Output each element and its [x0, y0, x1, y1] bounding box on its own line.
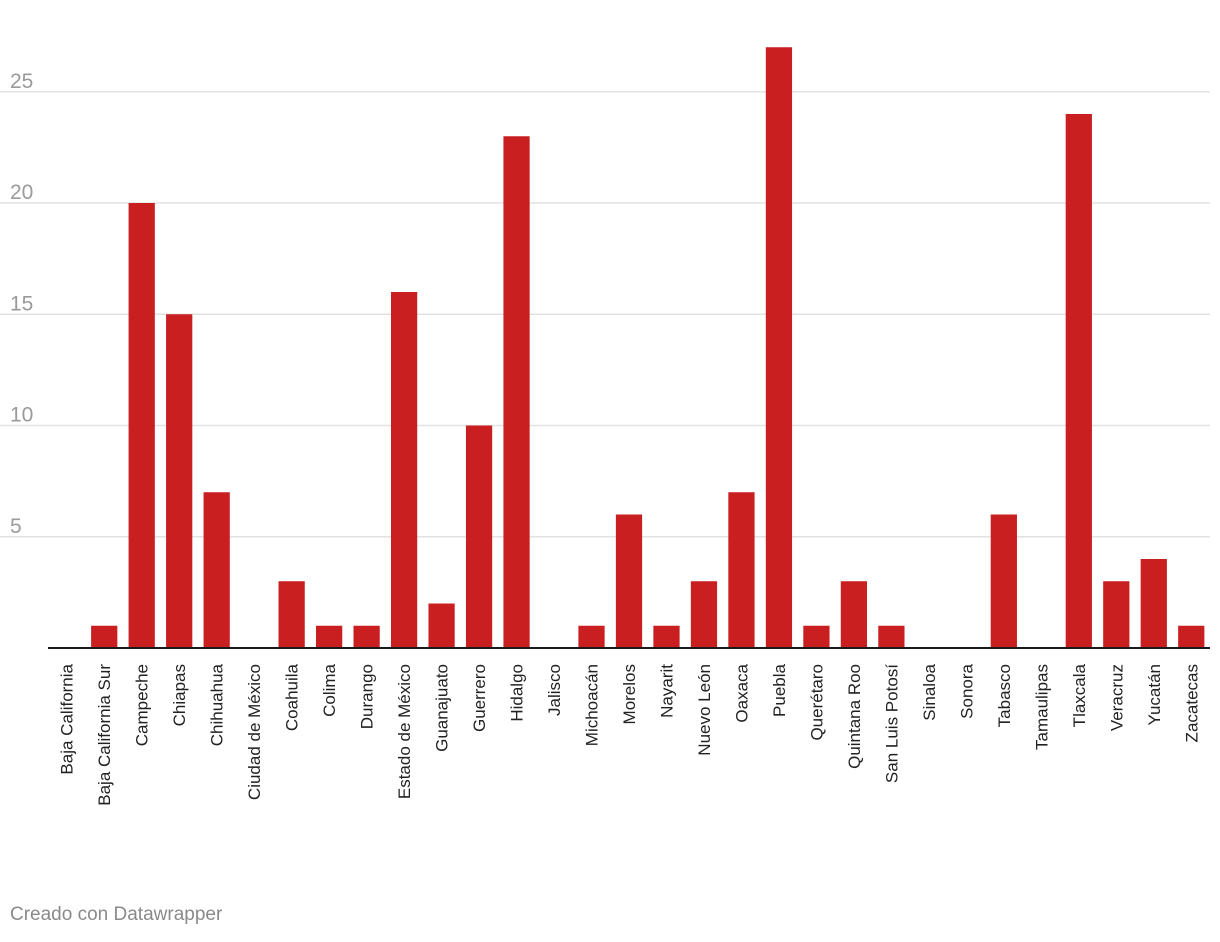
x-tick-label: Michoacán [583, 664, 602, 746]
bar [203, 492, 230, 648]
x-tick-label: Yucatán [1145, 664, 1164, 725]
x-tick-label: Baja California [58, 663, 77, 774]
x-tick-label: Nayarit [657, 664, 676, 718]
bar [1065, 114, 1092, 648]
x-tick-label: Sonora [957, 663, 976, 718]
x-tick-label: Coahuila [283, 663, 302, 731]
bar [653, 625, 680, 648]
x-tick-label: Quintana Roo [845, 664, 864, 769]
x-tick-label: Puebla [770, 663, 789, 716]
bar [390, 292, 418, 648]
y-tick-label: 15 [10, 292, 33, 315]
bar [578, 625, 605, 648]
bar [353, 625, 380, 648]
x-tick-label: Chiapas [170, 664, 189, 726]
x-tick-label: Nuevo León [695, 664, 714, 756]
y-tick-label: 25 [10, 70, 33, 93]
x-tick-label: Ciudad de México [245, 664, 264, 800]
x-tick-label: Hidalgo [508, 664, 527, 722]
x-tick-label: Tabasco [995, 664, 1014, 727]
bar [615, 514, 643, 648]
x-tick-label: Oaxaca [732, 663, 751, 722]
x-tick-label: Durango [358, 664, 377, 729]
bar [166, 314, 193, 648]
x-tick-label: Sinaloa [920, 663, 939, 720]
x-tick-label: Jalisco [545, 664, 564, 716]
bar [878, 625, 905, 648]
bar [128, 203, 155, 648]
bar [503, 136, 530, 648]
bars [91, 47, 1205, 648]
bar [278, 581, 305, 648]
bar [316, 625, 343, 648]
x-tick-label: Veracruz [1107, 664, 1126, 731]
datawrapper-credit: Creado con Datawrapper [10, 904, 223, 925]
bar [465, 425, 493, 648]
bar [803, 625, 830, 648]
x-tick-label: San Luis Potosí [882, 664, 901, 783]
x-tick-label: Guerrero [470, 664, 489, 732]
x-tick-label: Estado de México [395, 664, 414, 799]
bar [728, 492, 755, 648]
y-tick-label: 10 [10, 404, 33, 427]
bar [990, 514, 1017, 648]
x-axis-ticks: Baja California Baja California Sur Campec… [58, 663, 1202, 805]
bar [428, 603, 455, 648]
x-tick-label: Tlaxcala [1070, 663, 1089, 727]
x-tick-label: Zacatecas [1182, 664, 1201, 742]
bar [1178, 625, 1205, 648]
y-tick-label: 20 [10, 181, 33, 204]
bar [1140, 559, 1167, 648]
bar [1103, 581, 1130, 648]
x-tick-label: Morelos [620, 664, 639, 724]
x-tick-label: Tamaulipas [1032, 664, 1051, 750]
bar [690, 581, 718, 648]
bar [91, 625, 118, 648]
bar [765, 47, 793, 648]
x-tick-label: Baja California Sur [95, 664, 114, 806]
x-tick-label: Campeche [133, 664, 152, 746]
x-tick-label: Guanajuato [433, 664, 452, 752]
x-tick-label: Colima [320, 663, 339, 716]
bar [840, 581, 868, 648]
x-tick-label: Chihuahua [208, 663, 227, 746]
y-tick-label: 5 [10, 515, 22, 538]
x-tick-label: Querétaro [807, 664, 826, 741]
y-axis-ticks: 5 10 15 20 25 [10, 70, 33, 538]
